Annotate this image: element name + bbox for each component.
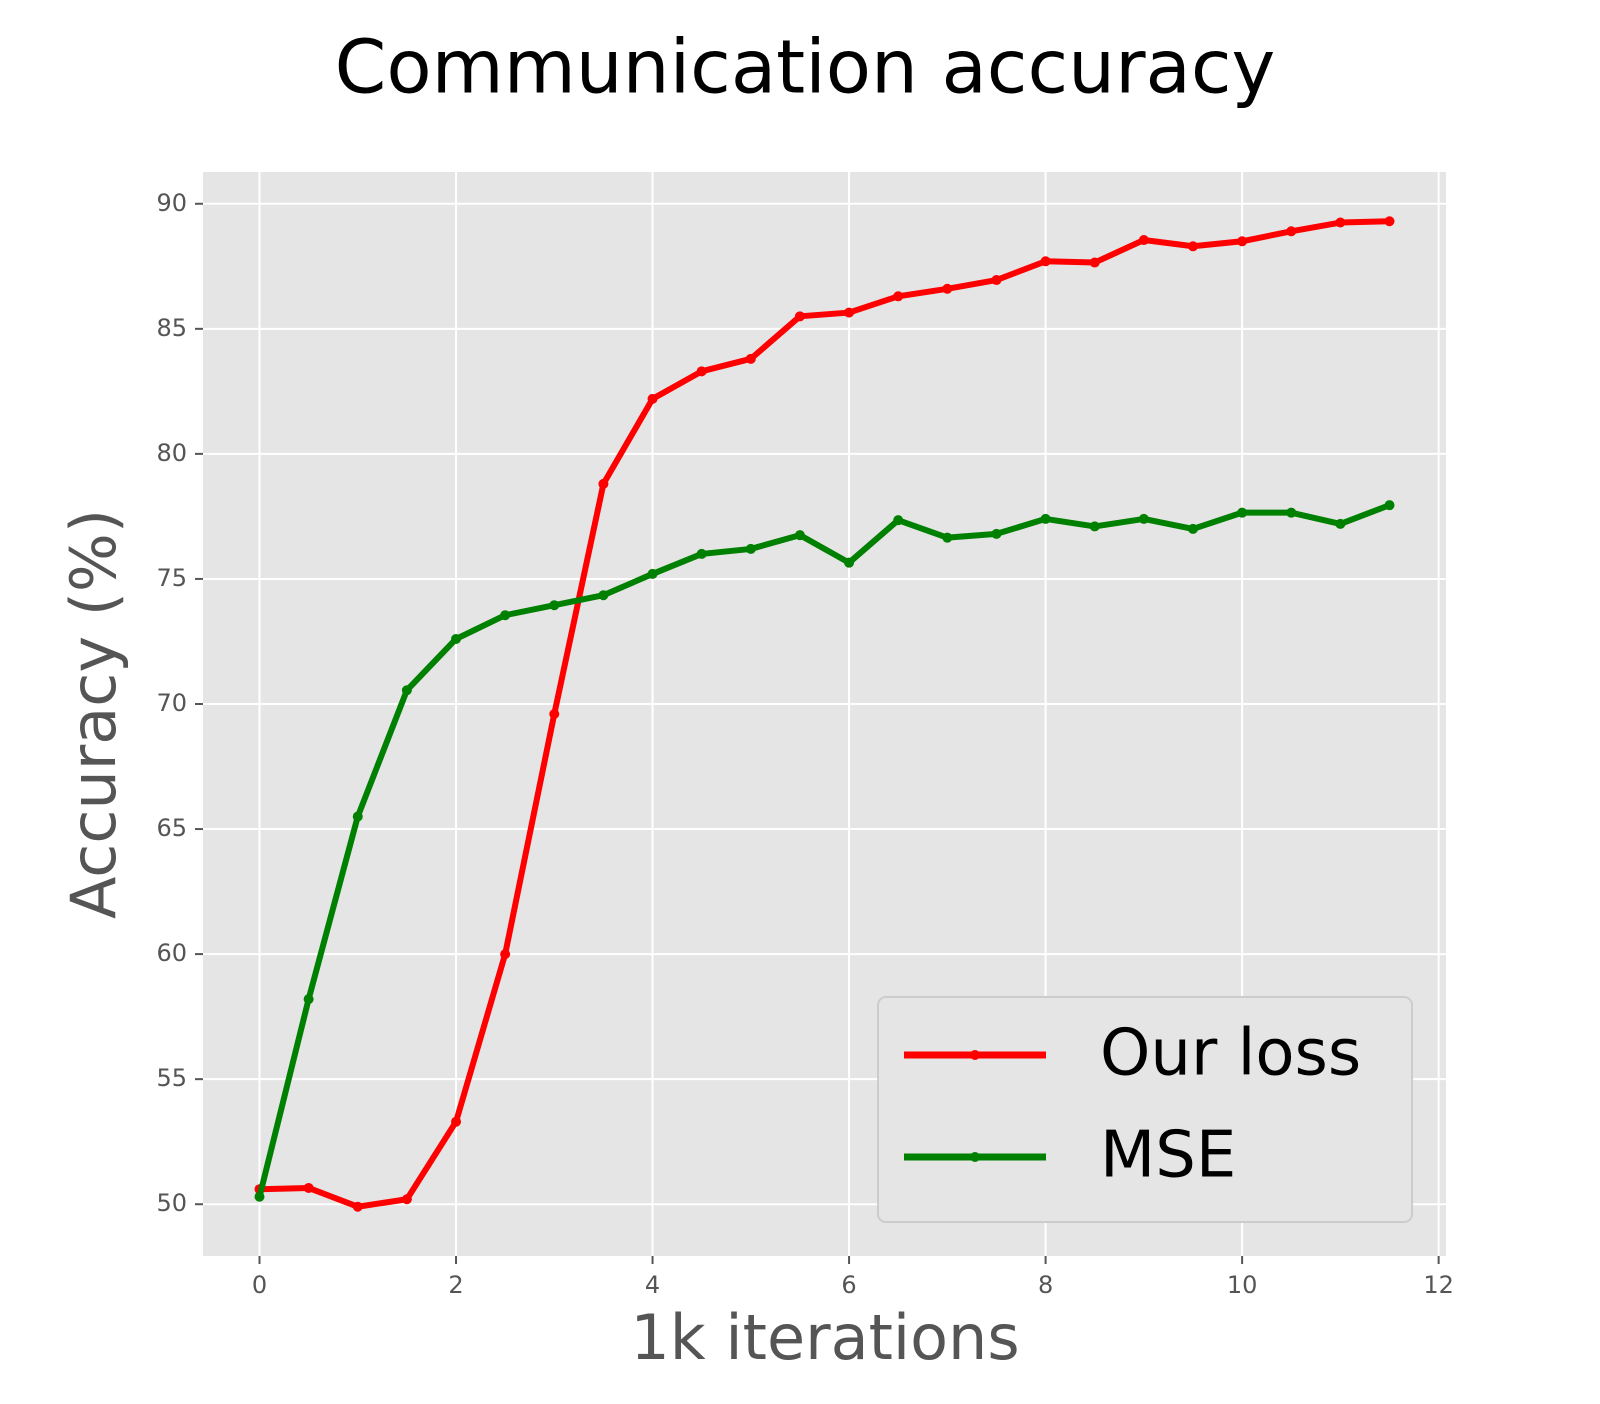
line [259,218,1390,1210]
point [745,543,756,554]
point [647,393,658,404]
line [256,502,1391,1198]
point [991,275,1002,286]
legend-marker [970,1152,980,1162]
x-tick-label: 10 [1227,1271,1258,1299]
point [647,568,658,579]
point [254,1191,265,1202]
point [1040,256,1051,267]
y-tick-label: 50 [156,1189,187,1217]
x-tick-label: 6 [841,1271,856,1299]
point [352,811,363,822]
point [745,353,756,364]
point [1040,513,1051,524]
point [844,557,855,568]
point [1335,518,1346,529]
point [696,548,707,559]
y-tick-label: 55 [156,1064,187,1092]
x-tick-label: 2 [448,1271,463,1299]
point [451,633,462,644]
point [1237,236,1248,247]
point [1187,523,1198,534]
point [1089,257,1100,268]
point [893,515,904,526]
x-tick-label: 8 [1038,1271,1053,1299]
x-tick-label: 4 [645,1271,660,1299]
point [1237,507,1248,518]
point [451,1116,462,1127]
point [893,291,904,302]
y-tick-label: 90 [156,189,187,217]
point [401,685,412,696]
point [1384,216,1395,227]
point [1187,241,1198,252]
point [303,1182,314,1193]
point [991,528,1002,539]
point [549,709,560,719]
point [401,1194,412,1205]
point [1384,500,1395,511]
y-axis-label: Accuracy (%) [57,509,130,919]
point [696,366,707,377]
y-tick-label: 85 [156,314,187,342]
y-tick-label: 65 [156,814,187,842]
point [352,1201,363,1212]
legend-marker [970,1050,980,1060]
point [500,949,511,960]
point [1286,507,1297,518]
point [1286,226,1297,237]
x-tick-label: 12 [1423,1271,1454,1299]
legend-label: Our loss [1100,1017,1361,1091]
point [1138,235,1149,246]
point [1089,521,1100,532]
point [598,478,609,489]
point [1138,513,1149,524]
point [598,590,609,601]
point [794,530,805,541]
point [942,283,953,294]
point [1335,217,1346,228]
y-tick-label: 80 [156,439,187,467]
x-axis-label: 1k iterations [630,1301,1019,1374]
point [794,311,805,322]
x-tick-label: 0 [252,1271,267,1299]
chart-title: Communication accuracy [335,25,1276,111]
y-tick-label: 70 [156,689,187,717]
point [942,532,953,543]
y-tick-label: 60 [156,939,187,967]
y-tick-label: 75 [156,564,187,592]
legend-label: MSE [1100,1119,1236,1193]
point [303,994,314,1005]
point [549,600,560,611]
point [844,307,855,318]
point [500,610,511,621]
